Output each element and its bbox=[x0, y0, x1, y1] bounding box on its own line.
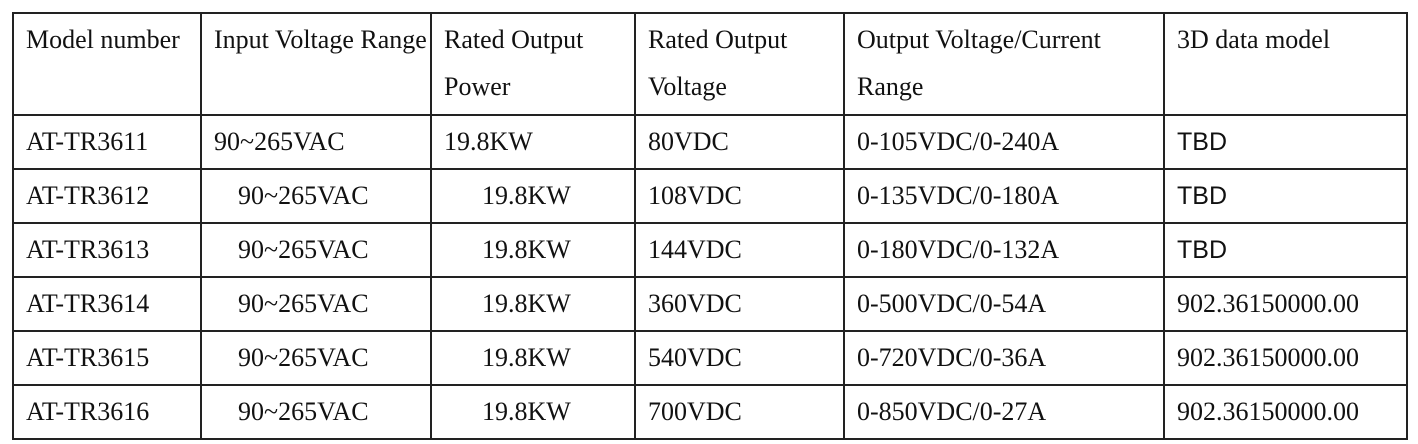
table-cell: 80VDC bbox=[634, 114, 845, 170]
table-cell: AT-TR3612 bbox=[12, 168, 202, 224]
header-cell: Rated Output Power bbox=[430, 12, 636, 116]
data-row: AT-TR3614 90~265VAC 19.8KW 360VDC 0-500VDC/0… bbox=[12, 276, 1408, 332]
table-cell: AT-TR3611 bbox=[12, 114, 202, 170]
header-cell: Model number bbox=[12, 12, 202, 116]
table-cell: 90~265VAC bbox=[200, 276, 432, 332]
table-cell: 360VDC bbox=[634, 276, 845, 332]
table-cell: 0-135VDC/0-180A bbox=[843, 168, 1165, 224]
table-cell: 90~265VAC bbox=[200, 384, 432, 440]
data-row: AT-TR3616 90~265VAC 19.8KW 700VDC 0-850VDC/0… bbox=[12, 384, 1408, 440]
table-cell: 19.8KW bbox=[430, 384, 636, 440]
table-cell: 0-500VDC/0-54A bbox=[843, 276, 1165, 332]
table-cell: AT-TR3615 bbox=[12, 330, 202, 386]
data-row: AT-TR3611 90~265VAC 19.8KW 80VDC 0-105VDC/0-… bbox=[12, 114, 1408, 170]
table-cell: 19.8KW bbox=[430, 168, 636, 224]
table-cell: 700VDC bbox=[634, 384, 845, 440]
table-cell: 19.8KW bbox=[430, 114, 636, 170]
table-cell: 540VDC bbox=[634, 330, 845, 386]
table-cell: 108VDC bbox=[634, 168, 845, 224]
table-cell: 902.36150000.00 bbox=[1163, 330, 1408, 386]
spec-table: Model number Input Voltage Range Rated Out… bbox=[12, 12, 1408, 440]
header-row: Model number Input Voltage Range Rated Out… bbox=[12, 12, 1408, 116]
table-cell: AT-TR3613 bbox=[12, 222, 202, 278]
header-cell: Output Voltage/Current Range bbox=[843, 12, 1165, 116]
table-cell: TBD bbox=[1163, 168, 1408, 224]
table-cell: TBD bbox=[1163, 222, 1408, 278]
header-cell: Rated Output Voltage bbox=[634, 12, 845, 116]
table-cell: 0-180VDC/0-132A bbox=[843, 222, 1165, 278]
table-cell: 90~265VAC bbox=[200, 114, 432, 170]
table-cell: 902.36150000.00 bbox=[1163, 384, 1408, 440]
data-row: AT-TR3612 90~265VAC 19.8KW 108VDC 0-135VDC/0… bbox=[12, 168, 1408, 224]
data-row: AT-TR3613 90~265VAC 19.8KW 144VDC 0-180VDC/0… bbox=[12, 222, 1408, 278]
table-cell: 90~265VAC bbox=[200, 222, 432, 278]
data-row: AT-TR3615 90~265VAC 19.8KW 540VDC 0-720VDC/0… bbox=[12, 330, 1408, 386]
table-cell: 19.8KW bbox=[430, 276, 636, 332]
table-cell: AT-TR3614 bbox=[12, 276, 202, 332]
table-cell: 902.36150000.00 bbox=[1163, 276, 1408, 332]
table-cell: 0-720VDC/0-36A bbox=[843, 330, 1165, 386]
table-cell: 19.8KW bbox=[430, 222, 636, 278]
table-cell: 90~265VAC bbox=[200, 330, 432, 386]
table-cell: TBD bbox=[1163, 114, 1408, 170]
table-cell: AT-TR3616 bbox=[12, 384, 202, 440]
header-cell: 3D data model bbox=[1163, 12, 1408, 116]
header-cell: Input Voltage Range bbox=[200, 12, 432, 116]
table-cell: 19.8KW bbox=[430, 330, 636, 386]
table-cell: 0-105VDC/0-240A bbox=[843, 114, 1165, 170]
table-cell: 0-850VDC/0-27A bbox=[843, 384, 1165, 440]
table-cell: 144VDC bbox=[634, 222, 845, 278]
table-cell: 90~265VAC bbox=[200, 168, 432, 224]
